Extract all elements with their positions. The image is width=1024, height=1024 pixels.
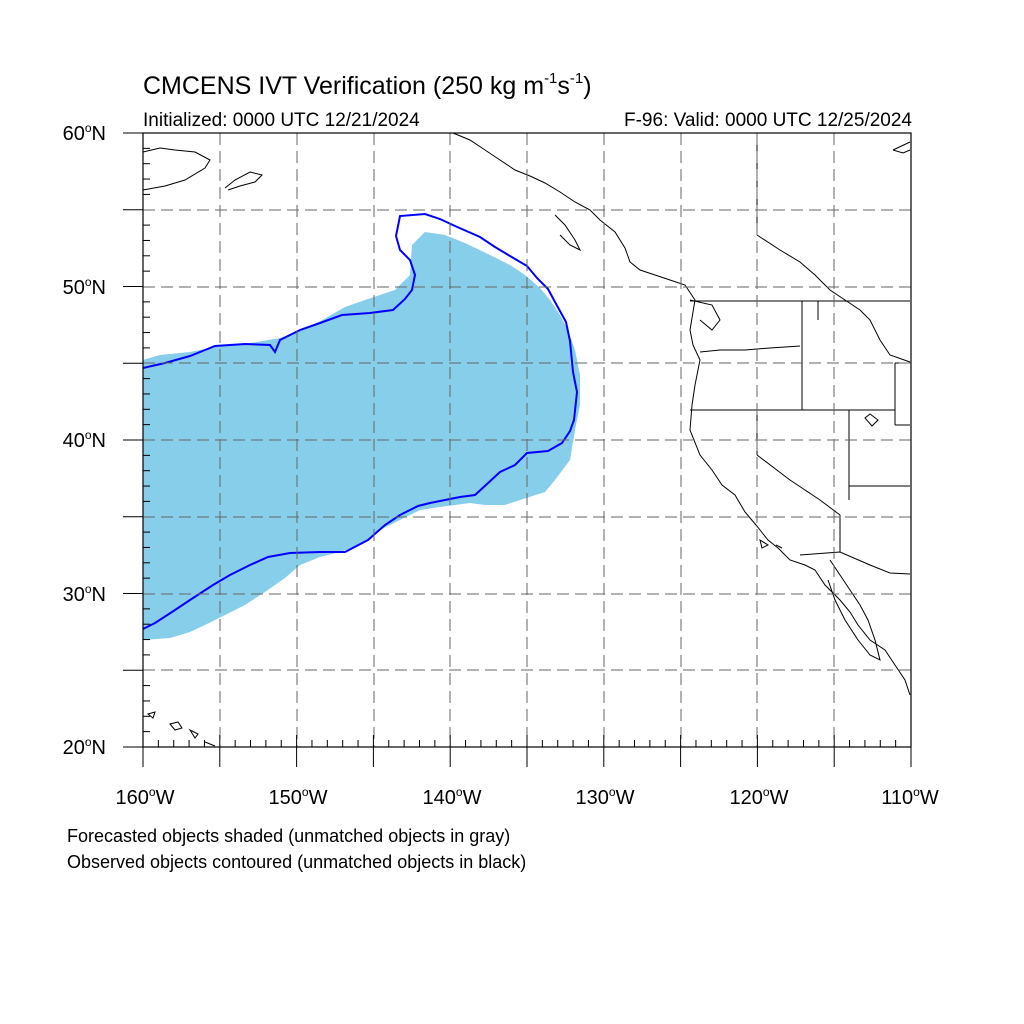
lon-label-130w: 130oW bbox=[575, 785, 635, 809]
political-boundaries bbox=[690, 133, 911, 575]
lon-label-120w: 120oW bbox=[729, 785, 789, 809]
forecast-object bbox=[143, 232, 580, 640]
lon-label-110w: 110oW bbox=[881, 785, 939, 809]
initialized-time: Initialized: 0000 UTC 12/21/2024 bbox=[143, 110, 420, 131]
legend-note-forecast: Forecasted objects shaded (unmatched obj… bbox=[67, 826, 511, 846]
grid-lines bbox=[143, 133, 911, 747]
legend-note-observed: Observed objects contoured (unmatched ob… bbox=[67, 852, 527, 872]
chart-title: CMCENS IVT Verification (250 kg m-1s-1) bbox=[143, 70, 592, 100]
lon-label-150w: 150oW bbox=[268, 785, 328, 809]
lat-label-40n: 40oN bbox=[62, 428, 106, 452]
lat-label-50n: 50oN bbox=[62, 275, 106, 299]
observed-object-contour bbox=[142, 212, 579, 630]
valid-time: F-96: Valid: 0000 UTC 12/25/2024 bbox=[624, 110, 912, 131]
lat-label-30n: 30oN bbox=[62, 582, 106, 606]
lat-label-20n: 20oN bbox=[62, 735, 106, 759]
coastlines bbox=[142, 132, 911, 747]
lon-label-160w: 160oW bbox=[115, 785, 175, 809]
lat-label-60n: 60oN bbox=[62, 121, 106, 145]
lon-label-140w: 140oW bbox=[422, 785, 482, 809]
axis-ticks bbox=[123, 132, 912, 767]
